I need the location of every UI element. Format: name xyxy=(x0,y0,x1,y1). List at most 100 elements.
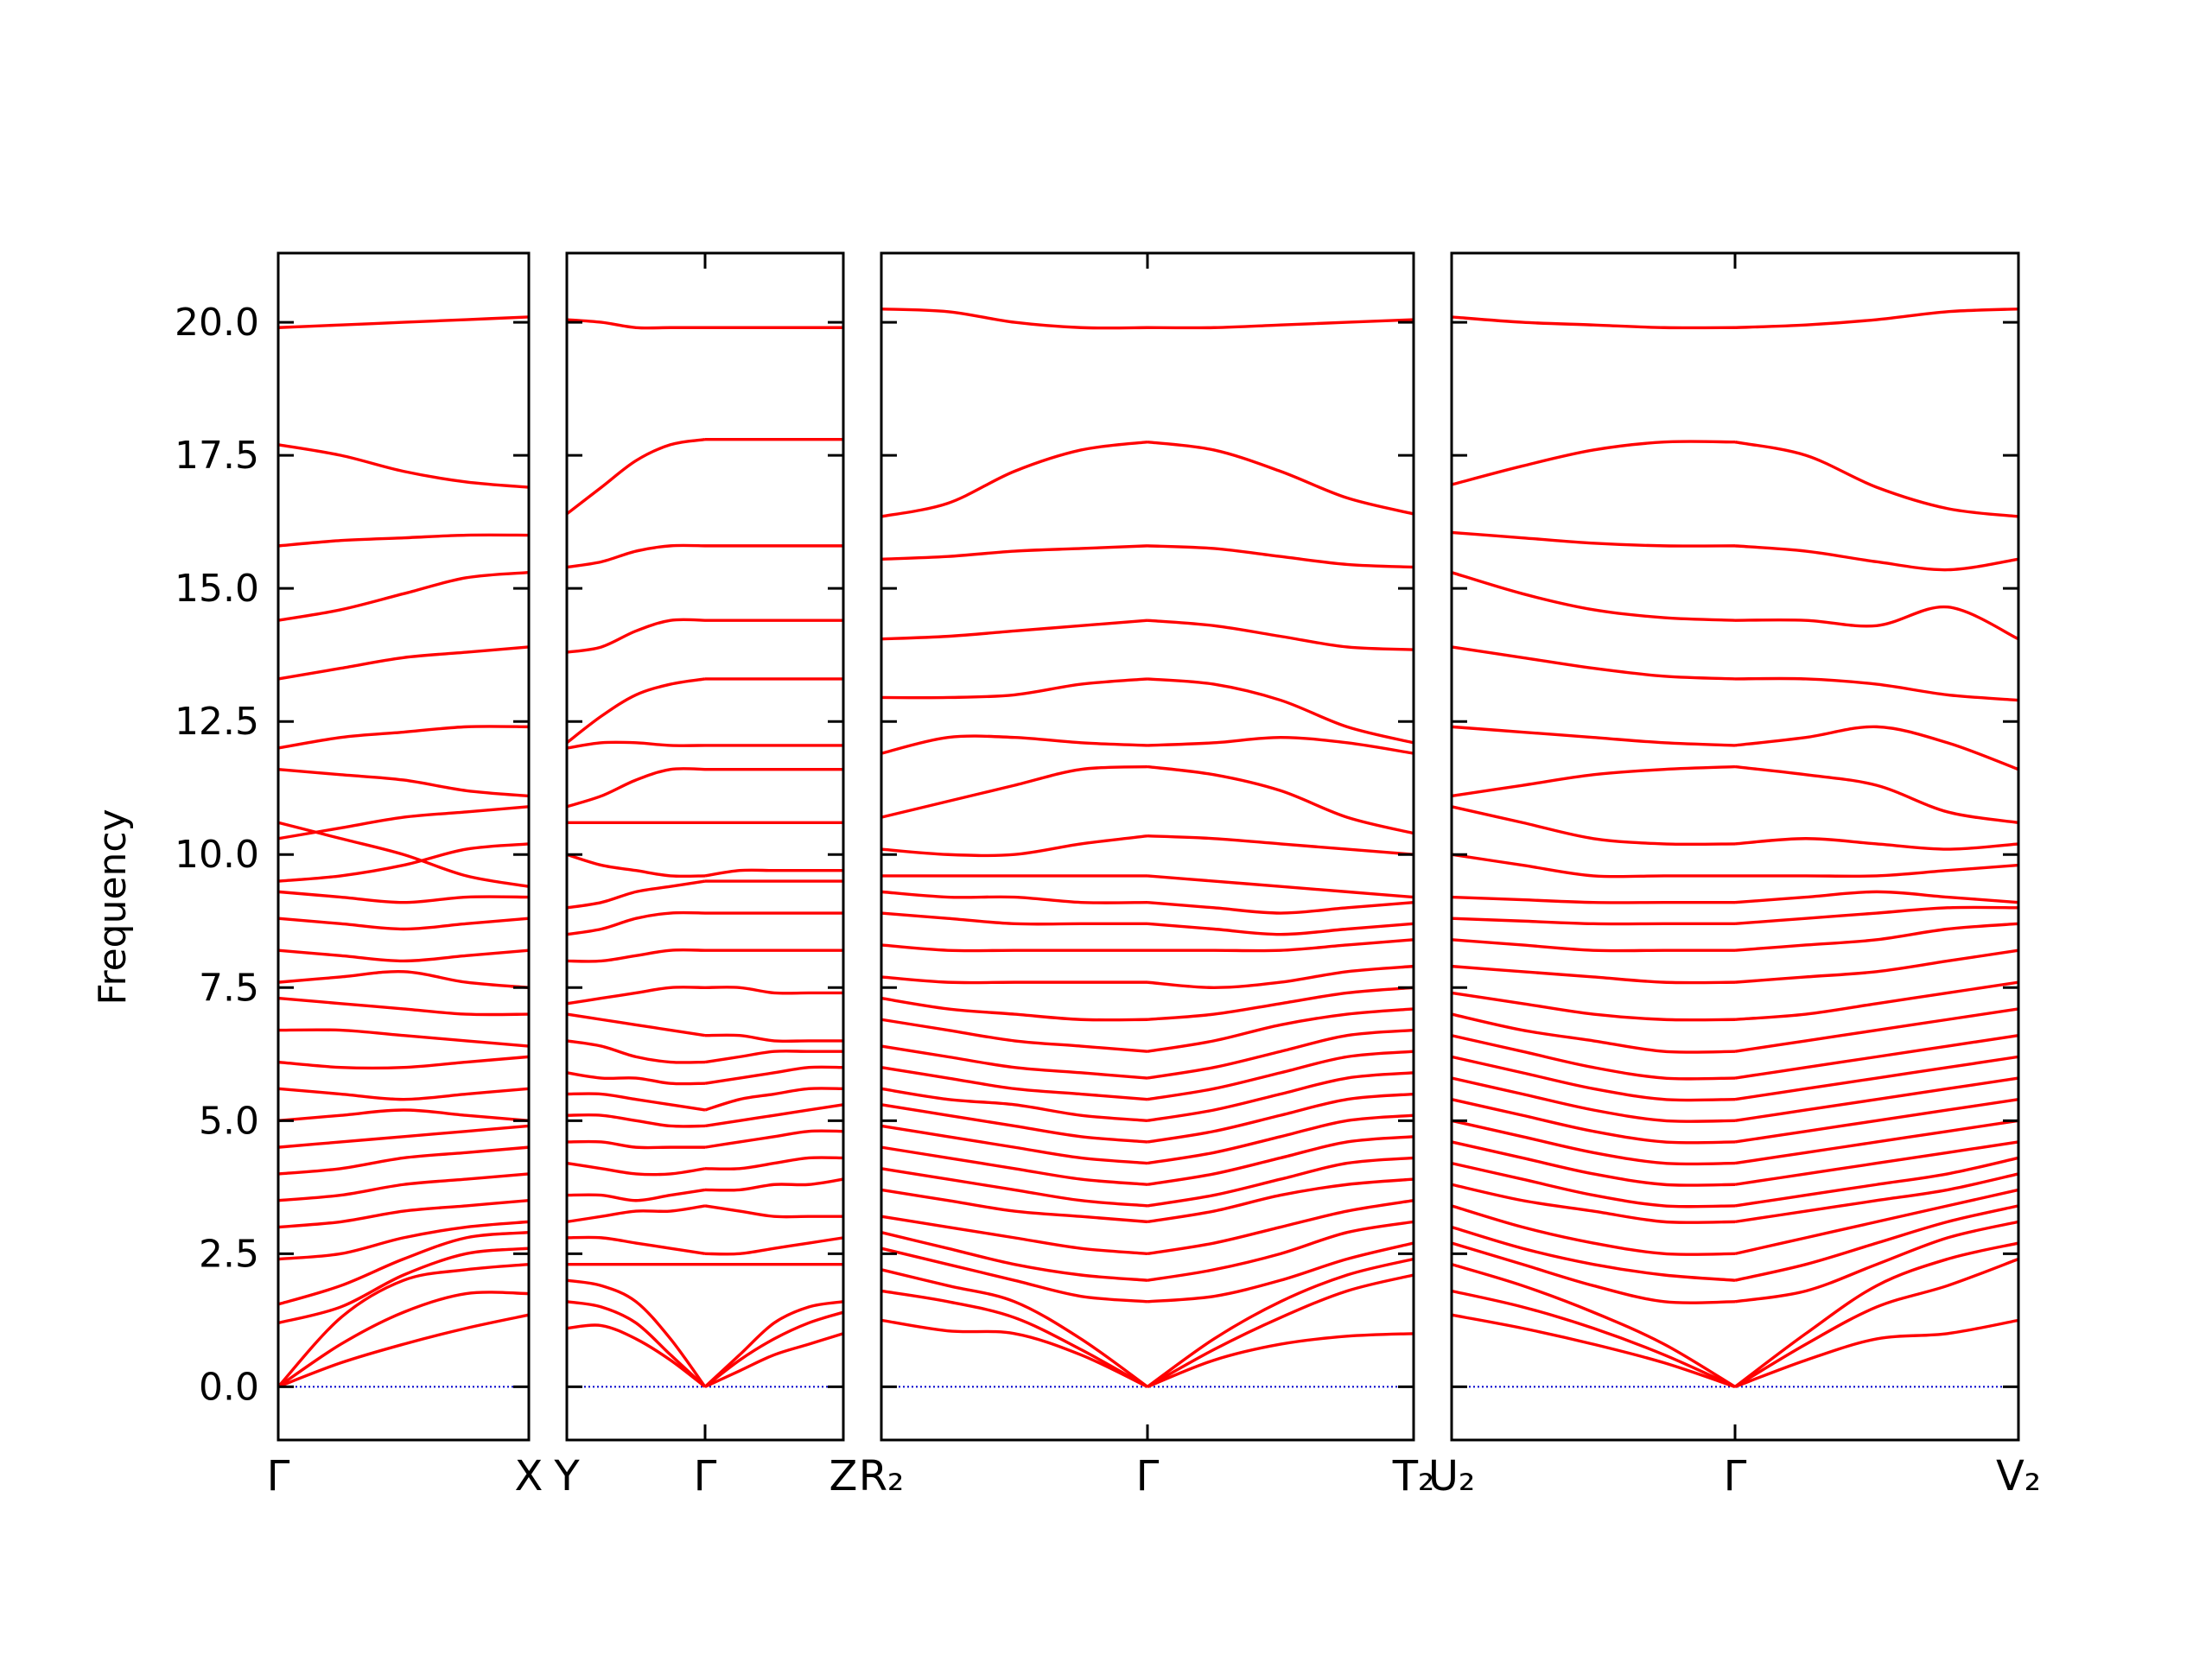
band-line-1-26 xyxy=(277,570,530,622)
band-line-1-16 xyxy=(880,996,1148,1022)
band-line-1-10 xyxy=(1451,1119,1736,1166)
band-line-1-5 xyxy=(566,1235,706,1256)
band-line-2-17 xyxy=(1734,948,2019,984)
band-line-2-2 xyxy=(703,1310,844,1388)
band-line-2-2 xyxy=(1147,1273,1414,1388)
band-line-1-10 xyxy=(880,1124,1148,1165)
band-line-2-13 xyxy=(1734,1055,2019,1101)
band-line-2-5 xyxy=(1147,1220,1414,1282)
band-line-1-19 xyxy=(277,890,530,904)
band-line-2-3 xyxy=(703,1300,844,1388)
band-line-2-11 xyxy=(1147,1092,1414,1144)
x-tick-label: Y xyxy=(553,1452,580,1500)
band-line-2-9 xyxy=(704,1129,844,1149)
band-line-2-12 xyxy=(1734,1076,2019,1122)
band-line-1-5 xyxy=(277,1231,530,1306)
band-line-1-21 xyxy=(1451,853,1735,879)
band-line-1-27 xyxy=(566,318,706,330)
band-line-1-14 xyxy=(880,1044,1148,1080)
panel-4: U₂ Γ V₂ xyxy=(1428,251,2041,1500)
band-line-1-29 xyxy=(1451,315,1736,330)
band-line-2-8 xyxy=(1147,1156,1414,1208)
band-line-2-27 xyxy=(1147,544,1414,569)
band-line-1-2 xyxy=(566,1300,707,1388)
band-line-2-1 xyxy=(1734,1318,2019,1388)
band-line-1-3 xyxy=(1451,1263,1736,1388)
band-line-2-7 xyxy=(1734,1172,2019,1224)
band-line-2-15 xyxy=(1147,1007,1414,1053)
band-line-1-14 xyxy=(277,1028,530,1048)
band-line-2-5 xyxy=(1734,1204,2019,1282)
band-line-1-19 xyxy=(880,911,1147,926)
band-line-1-2 xyxy=(277,1291,530,1388)
x-tick-label: T₂ xyxy=(1392,1452,1435,1500)
band-line-1-7 xyxy=(880,1188,1148,1224)
band-line-1-13 xyxy=(1451,1055,1736,1102)
x-tick-label: Γ xyxy=(1136,1452,1160,1500)
band-line-2-28 xyxy=(1147,441,1414,516)
band-line-2-25 xyxy=(1147,677,1414,745)
band-line-2-1 xyxy=(704,1332,844,1388)
band-line-1-4 xyxy=(880,1246,1148,1304)
band-line-1-9 xyxy=(566,1139,705,1150)
band-line-1-15 xyxy=(880,1018,1148,1053)
band-line-1-3 xyxy=(566,1278,707,1388)
band-line-1-5 xyxy=(1451,1225,1736,1282)
band-line-1-10 xyxy=(277,1124,530,1149)
band-line-2-3 xyxy=(1147,1257,1414,1388)
band-line-2-6 xyxy=(704,1204,843,1219)
band-line-1-25 xyxy=(277,645,530,681)
band-line-1-7 xyxy=(566,1188,706,1202)
band-line-2-5 xyxy=(704,1236,844,1256)
band-line-1-12 xyxy=(566,1071,706,1086)
band-line-1-17 xyxy=(277,948,530,963)
panel-frame xyxy=(565,251,845,1442)
band-line-2-14 xyxy=(1147,1028,1414,1080)
band-line-2-11 xyxy=(704,1087,844,1112)
band-line-1-24 xyxy=(1451,725,1736,747)
band-line-2-26 xyxy=(1734,605,2019,641)
band-line-2-19 xyxy=(1147,922,1414,936)
band-line-1-6 xyxy=(566,1204,706,1224)
band-line-2-19 xyxy=(1734,905,2019,926)
band-line-2-15 xyxy=(704,986,843,995)
band-line-2-4 xyxy=(1147,1241,1414,1304)
band-line-1-26 xyxy=(880,618,1148,641)
band-line-1-11 xyxy=(1451,1098,1736,1145)
band-line-1-23 xyxy=(565,677,706,745)
x-tick-label: R₂ xyxy=(859,1452,905,1500)
x-tick-label: V₂ xyxy=(1996,1452,2041,1500)
band-line-1-22 xyxy=(566,740,706,750)
band-line-1-27 xyxy=(277,533,530,548)
band-line-1-5 xyxy=(880,1231,1148,1282)
band-line-1-9 xyxy=(1451,1140,1736,1187)
band-line-2-18 xyxy=(1147,938,1414,953)
band-line-2-26 xyxy=(1147,618,1414,651)
band-line-2-24 xyxy=(1147,735,1414,755)
y-tick-label: 12.5 xyxy=(175,700,259,744)
band-line-1-23 xyxy=(880,764,1148,819)
band-line-1-29 xyxy=(277,315,530,329)
band-line-2-12 xyxy=(704,1065,844,1085)
x-tick-label: X xyxy=(515,1452,543,1500)
y-tick-label: 7.5 xyxy=(199,966,259,1010)
x-tick-label: U₂ xyxy=(1428,1452,1475,1500)
band-line-2-16 xyxy=(1147,986,1414,1021)
band-line-1-20 xyxy=(277,842,530,883)
y-tick-label: 20.0 xyxy=(175,301,259,345)
band-line-2-25 xyxy=(1734,676,2019,702)
band-line-1-26 xyxy=(565,437,706,516)
band-line-1-26 xyxy=(1451,571,1736,622)
band-line-1-11 xyxy=(880,1103,1148,1144)
band-line-1-1 xyxy=(277,1313,530,1388)
band-line-1-6 xyxy=(277,1220,530,1261)
band-line-1-18 xyxy=(1451,938,1736,953)
band-line-1-23 xyxy=(1451,764,1736,798)
band-line-1-29 xyxy=(880,308,1148,330)
band-line-2-8 xyxy=(1734,1156,2019,1208)
band-line-1-17 xyxy=(566,910,706,936)
band-line-1-21 xyxy=(566,767,706,809)
band-line-1-6 xyxy=(880,1215,1148,1256)
band-line-1-24 xyxy=(566,618,706,654)
